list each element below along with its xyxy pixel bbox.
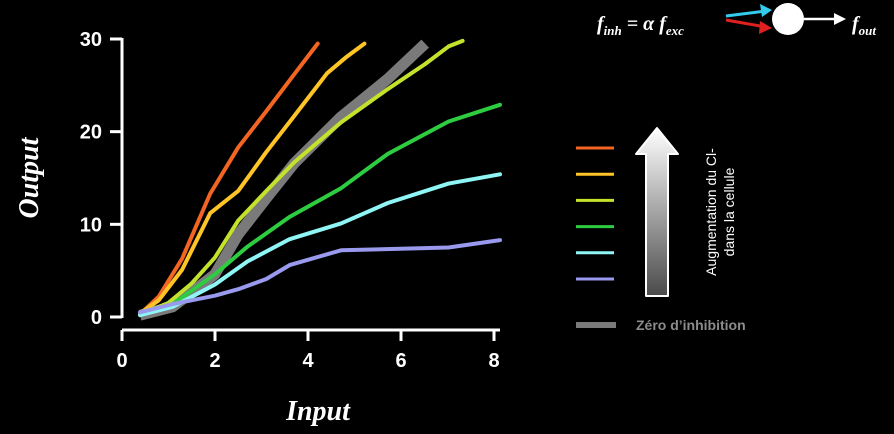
x-tick-label: 2	[209, 350, 220, 372]
series-group	[138, 38, 502, 321]
inhibitory-arrow-icon	[725, 18, 772, 34]
y-tick-label: 20	[80, 122, 102, 144]
arrow-label-line1: Augmentation du Cl-	[703, 148, 719, 276]
y-axis-title: Output	[14, 136, 45, 218]
output-label: fout	[852, 13, 876, 38]
x-axis-title: Input	[285, 396, 351, 427]
formula-text: finh = α fexc	[597, 13, 684, 38]
series-line-4	[138, 102, 502, 317]
y-tick-label: 0	[91, 307, 102, 329]
series-line-2	[138, 41, 367, 316]
series-line-6	[138, 238, 502, 315]
y-tick-label: 30	[80, 29, 102, 51]
series-line-3	[138, 38, 465, 317]
excitatory-arrow-icon	[725, 4, 772, 18]
series-line-zero-inhibition	[138, 39, 429, 321]
output-arrow-icon	[804, 13, 846, 25]
x-ticks: 0 2 4 6 8	[116, 330, 500, 372]
legend-label-zero-inhibition: Zéro d’inhibition	[636, 317, 746, 333]
neuron-icon	[772, 3, 804, 35]
arrow-label-line2: dans la cellule	[721, 167, 737, 256]
x-tick-label: 6	[395, 350, 406, 372]
increase-arrow-icon	[635, 127, 679, 297]
legend-swatches	[576, 146, 614, 281]
y-tick-label: 10	[80, 214, 102, 236]
series-line-1	[138, 41, 320, 317]
x-tick-label: 8	[488, 350, 499, 372]
x-tick-label: 0	[116, 350, 127, 372]
y-ticks: 0 10 20 30	[80, 29, 122, 329]
x-tick-label: 4	[302, 350, 314, 372]
